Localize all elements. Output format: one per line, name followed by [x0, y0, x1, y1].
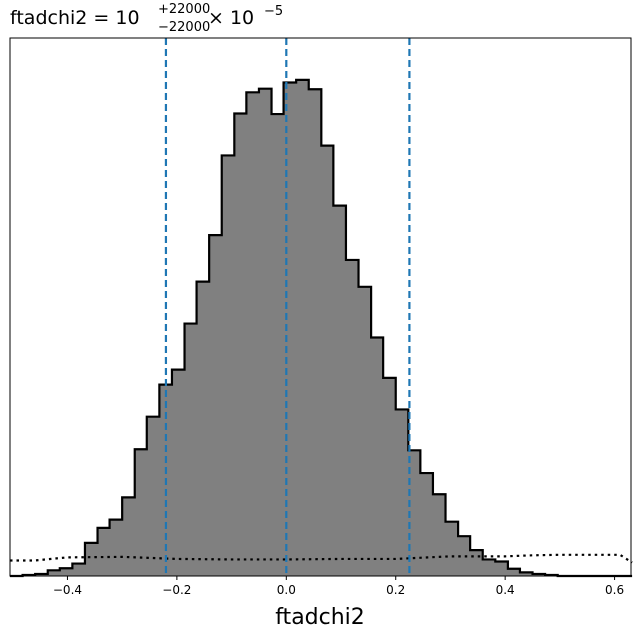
- x-tick-label: −0.2: [162, 583, 191, 597]
- histogram-bar: [171, 369, 186, 576]
- histogram-bar: [445, 521, 459, 576]
- histogram-bar: [59, 568, 73, 576]
- histogram-bar: [420, 473, 434, 576]
- histogram-bar: [271, 114, 285, 577]
- x-tick-label: 0.4: [496, 583, 515, 597]
- title-superscript: +22000: [158, 2, 210, 17]
- histogram-bar: [221, 155, 235, 577]
- histogram-bar: [109, 519, 123, 576]
- histogram-bar: [258, 88, 273, 576]
- histogram-bar: [408, 450, 421, 576]
- histogram-bar: [383, 377, 397, 576]
- reference-dotted-line: [10, 553, 633, 564]
- histogram-bar: [333, 205, 347, 576]
- histogram-bar: [495, 561, 509, 576]
- histogram-bar: [308, 89, 322, 576]
- histogram-bar: [196, 281, 210, 576]
- chart-title: ftadchi2 = 10 +22000 −22000 × 10 −5: [10, 2, 283, 35]
- x-axis-label: ftadchi2: [275, 605, 365, 630]
- histogram-bar: [72, 563, 86, 576]
- histogram-bar: [97, 527, 111, 576]
- x-tick-label: 0.6: [605, 583, 624, 597]
- title-suffix: × 10: [208, 7, 254, 29]
- histogram-bar: [234, 113, 247, 577]
- histogram-bar: [134, 449, 148, 576]
- histogram-bar: [184, 323, 198, 576]
- histogram-bar: [458, 536, 471, 576]
- histogram-bar: [321, 145, 334, 576]
- histogram-bar: [246, 92, 260, 576]
- histogram-bar: [47, 570, 61, 576]
- histogram-bar: [470, 550, 484, 576]
- histogram-bar: [345, 259, 360, 576]
- histogram-bar: [371, 337, 384, 576]
- histogram-outline: [10, 78, 633, 578]
- title-subscript: −22000: [158, 20, 210, 35]
- title-prefix: ftadchi2 = 10: [10, 7, 140, 29]
- histogram-bar: [519, 572, 534, 576]
- histogram-bar: [209, 235, 223, 576]
- title-exponent: −5: [264, 4, 283, 19]
- x-tick-label: −0.4: [53, 583, 82, 597]
- histogram-bar: [395, 409, 409, 576]
- histogram-bar: [84, 542, 99, 576]
- histogram-bar: [146, 416, 160, 576]
- histogram-bar: [507, 568, 521, 576]
- axes-frame: [9, 37, 632, 577]
- plot-area: −0.4 −0.2 0.0 0.2 0.4 0.6: [9, 37, 633, 597]
- x-tick-label: 0.0: [277, 583, 296, 597]
- histogram-bar: [122, 497, 136, 576]
- histogram-bar: [296, 79, 310, 577]
- histogram-bar: [358, 286, 372, 576]
- histogram-bar: [432, 494, 447, 576]
- x-tick-label: 0.2: [386, 583, 405, 597]
- histogram-bar: [482, 559, 496, 576]
